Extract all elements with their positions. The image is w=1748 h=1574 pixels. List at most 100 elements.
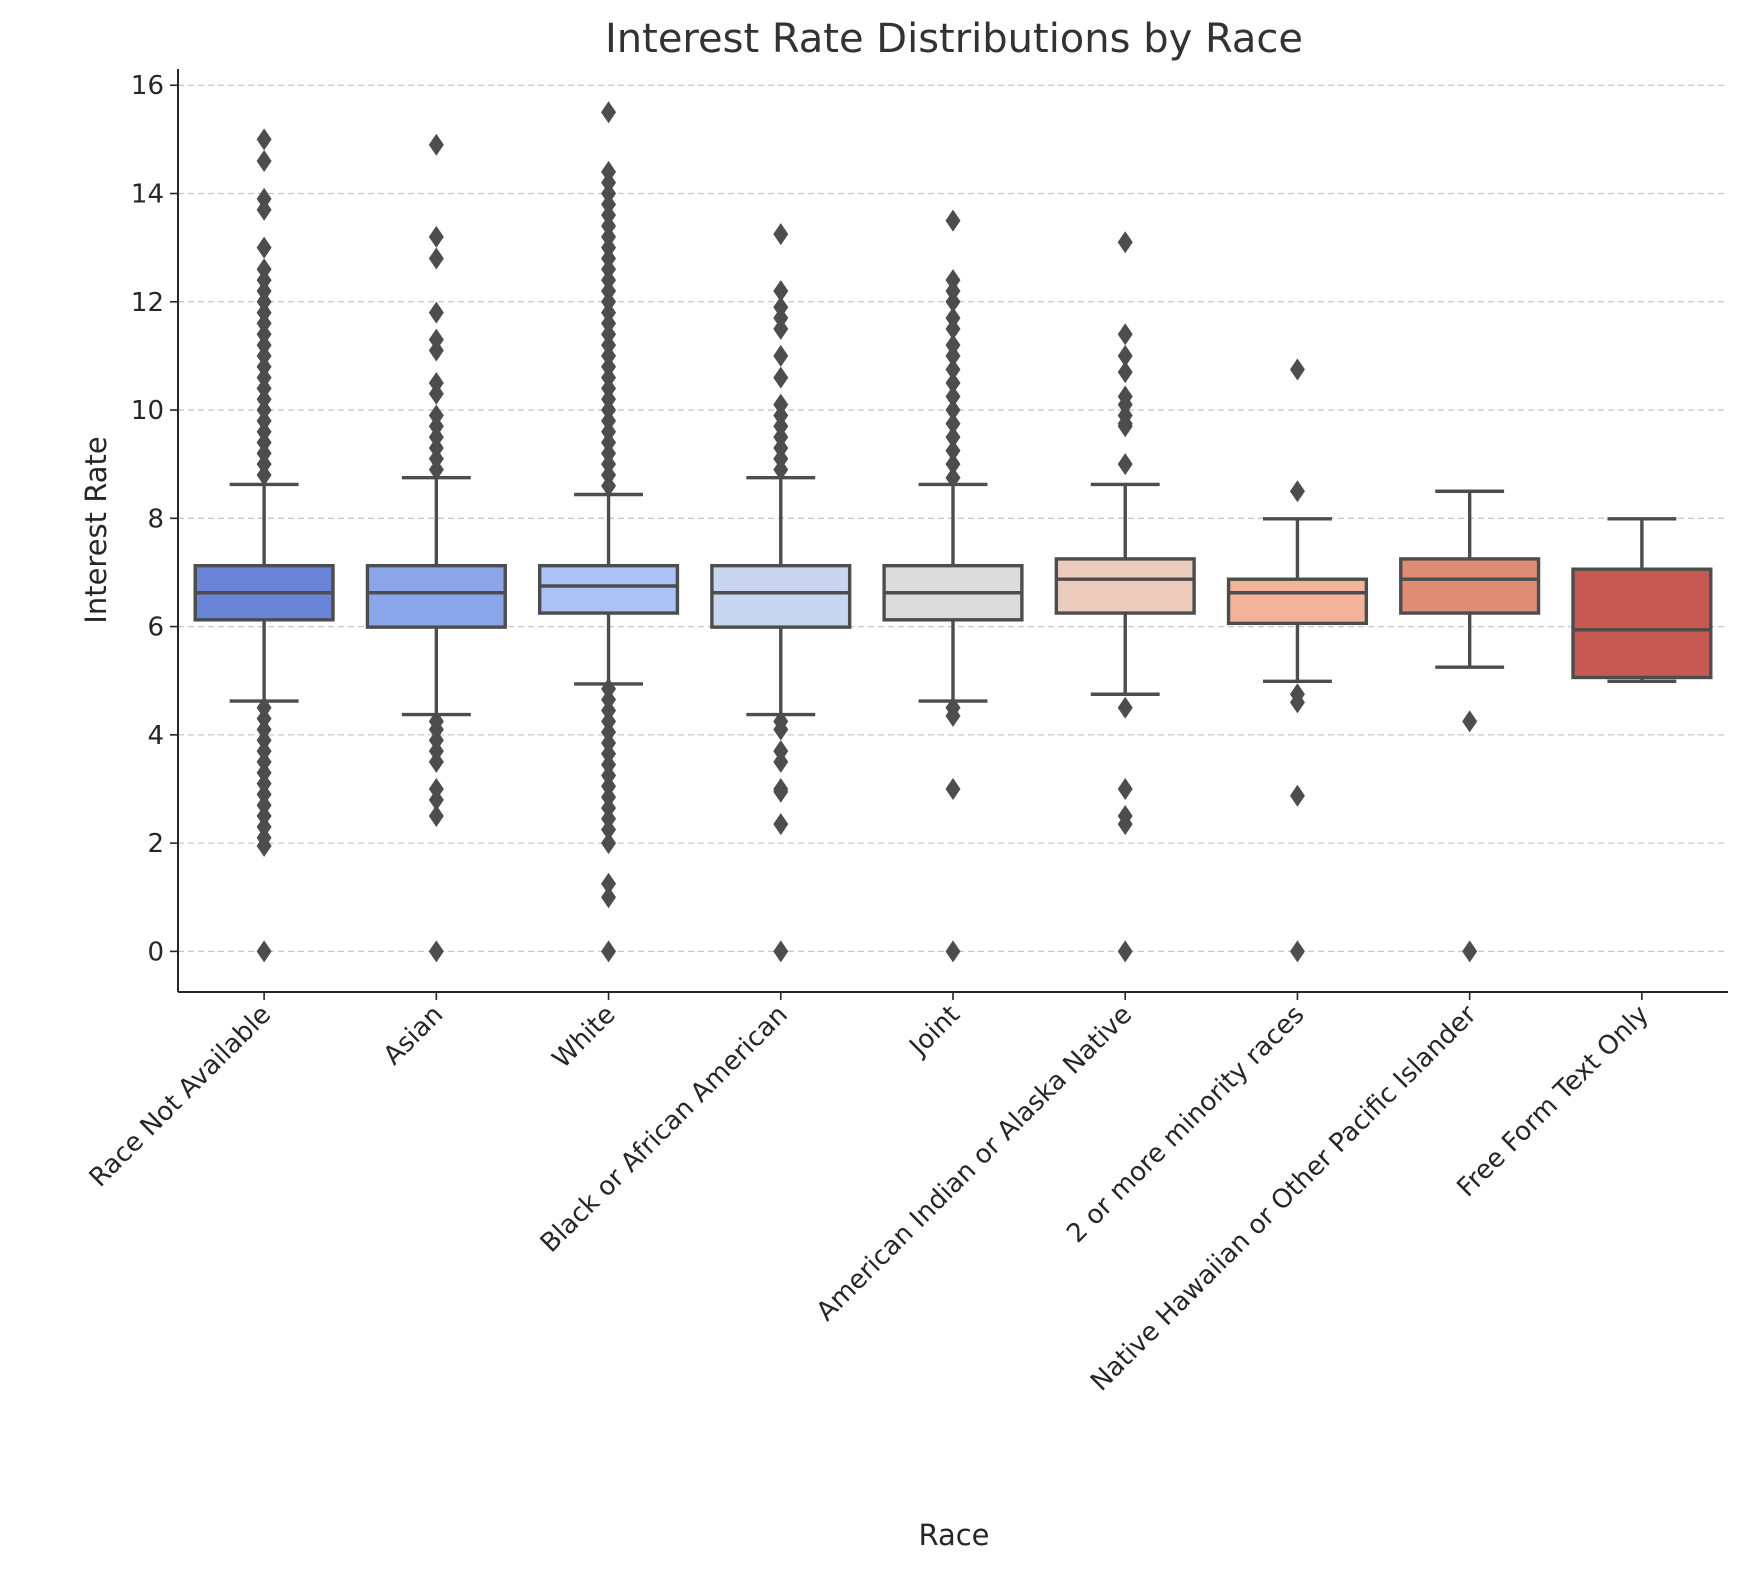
box-group — [537, 101, 680, 963]
outlier-point — [428, 750, 444, 773]
outlier-point — [945, 412, 961, 435]
outlier-point — [256, 150, 272, 173]
y-axis-label: Interest Rate — [79, 436, 113, 623]
outlier-point — [428, 301, 444, 324]
outlier-point — [945, 704, 961, 727]
outlier-point — [1117, 323, 1133, 346]
boxes — [193, 101, 1713, 963]
outlier-point — [601, 818, 617, 841]
iqr-box — [537, 563, 680, 615]
outlier-point — [945, 371, 961, 394]
outlier-point — [945, 466, 961, 489]
outlier-point — [428, 805, 444, 828]
outlier-point — [256, 236, 272, 259]
outlier-point — [945, 426, 961, 449]
outlier-point — [1289, 358, 1305, 381]
outlier-point — [256, 834, 272, 857]
outlier-point — [773, 458, 789, 481]
iqr-box — [365, 563, 507, 629]
outlier-point — [945, 385, 961, 408]
iqr-box — [1399, 557, 1541, 615]
iqr-box — [1054, 557, 1196, 615]
outlier-point — [773, 317, 789, 340]
outlier-point — [945, 399, 961, 422]
outlier-point — [601, 474, 617, 497]
outlier-point — [1462, 710, 1478, 733]
outlier-point — [945, 344, 961, 367]
x-tick-label: American Indian or Alaska Native — [811, 1000, 1138, 1327]
outlier-point — [1289, 784, 1305, 807]
outlier-point — [773, 750, 789, 773]
outlier-point — [601, 886, 617, 909]
outlier-point — [601, 101, 617, 124]
outlier-point — [428, 133, 444, 156]
outlier-point — [773, 718, 789, 741]
iqr-box — [1571, 567, 1713, 680]
x-tick-label: Race Not Available — [84, 1000, 277, 1193]
outlier-point — [1117, 415, 1133, 438]
outlier-point — [773, 940, 789, 963]
outlier-point — [773, 223, 789, 246]
outlier-point — [945, 777, 961, 800]
box-group — [1054, 231, 1196, 963]
y-axis-ticks: 0 2 4 6 8 10 12 14 16 — [131, 71, 178, 967]
box-group — [882, 209, 1024, 963]
box-group — [710, 223, 852, 963]
outlier-point — [1117, 231, 1133, 254]
iqr-box — [1226, 577, 1369, 626]
outlier-point — [773, 813, 789, 836]
y-tick-label: 8 — [147, 504, 164, 534]
x-tick-label: White — [547, 1000, 622, 1075]
outlier-point — [1117, 453, 1133, 476]
y-tick-label: 16 — [131, 71, 164, 101]
outlier-point — [1117, 940, 1133, 963]
outlier-point — [1117, 777, 1133, 800]
outlier-point — [1289, 940, 1305, 963]
outlier-point — [773, 279, 789, 302]
y-tick-label: 10 — [131, 396, 164, 426]
outlier-point — [1117, 696, 1133, 719]
outlier-point — [945, 453, 961, 476]
outlier-point — [1117, 361, 1133, 384]
outlier-point — [428, 225, 444, 248]
outlier-point — [256, 128, 272, 151]
y-tick-label: 4 — [147, 721, 164, 751]
outlier-point — [945, 439, 961, 462]
x-tick-label: Native Hawaiian or Other Pacific Islande… — [1085, 1000, 1483, 1398]
outlier-point — [945, 358, 961, 381]
outlier-point — [256, 940, 272, 963]
outlier-point — [945, 209, 961, 232]
outlier-point — [428, 940, 444, 963]
outlier-point — [1117, 344, 1133, 367]
outlier-point — [428, 382, 444, 405]
outlier-point — [601, 872, 617, 895]
outlier-point — [1289, 480, 1305, 503]
x-axis-label: Race — [918, 1518, 989, 1552]
y-tick-label: 2 — [147, 829, 164, 859]
outlier-point — [773, 344, 789, 367]
outlier-point — [773, 366, 789, 389]
outlier-point — [601, 940, 617, 963]
outlier-point — [256, 198, 272, 221]
outlier-point — [945, 317, 961, 340]
outlier-point — [1117, 813, 1133, 836]
iqr-box — [710, 563, 852, 629]
outlier-point — [1289, 691, 1305, 714]
box-group — [1226, 358, 1369, 963]
y-tick-label: 12 — [131, 288, 164, 318]
outlier-point — [945, 290, 961, 313]
outlier-point — [428, 247, 444, 270]
outlier-point — [428, 458, 444, 481]
outlier-point — [428, 788, 444, 811]
box-group — [193, 128, 335, 963]
box-group — [1571, 517, 1713, 683]
y-tick-label: 0 — [147, 937, 164, 967]
x-tick-label: Joint — [903, 1000, 966, 1063]
chart-title: Interest Rate Distributions by Race — [605, 16, 1303, 62]
y-tick-label: 6 — [147, 613, 164, 643]
box-group — [1399, 489, 1541, 963]
outlier-point — [601, 832, 617, 855]
outlier-point — [428, 339, 444, 362]
